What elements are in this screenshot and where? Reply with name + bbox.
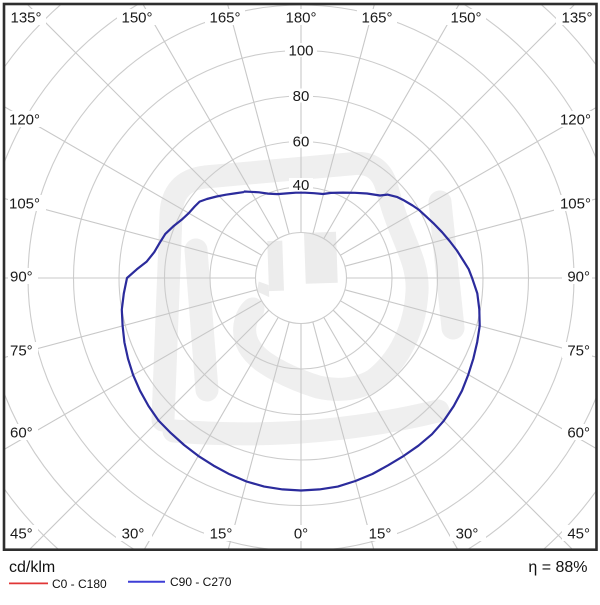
svg-text:135°: 135° xyxy=(561,10,592,27)
svg-text:90°: 90° xyxy=(10,269,33,286)
svg-text:135°: 135° xyxy=(10,10,41,27)
svg-text:30°: 30° xyxy=(122,526,145,543)
svg-text:180°: 180° xyxy=(285,10,316,27)
svg-text:30°: 30° xyxy=(456,526,479,543)
svg-text:60°: 60° xyxy=(10,425,33,442)
svg-text:15°: 15° xyxy=(369,526,392,543)
svg-text:165°: 165° xyxy=(209,10,240,27)
svg-text:0°: 0° xyxy=(294,526,308,543)
svg-text:C0 - C180: C0 - C180 xyxy=(52,577,107,591)
svg-text:120°: 120° xyxy=(9,112,40,129)
svg-text:100: 100 xyxy=(288,43,313,60)
svg-text:cd/klm: cd/klm xyxy=(9,559,55,576)
svg-text:60: 60 xyxy=(293,134,310,151)
svg-text:80: 80 xyxy=(293,88,310,105)
svg-text:45°: 45° xyxy=(567,526,590,543)
svg-text:75°: 75° xyxy=(10,343,33,360)
svg-text:105°: 105° xyxy=(560,196,591,213)
svg-text:40: 40 xyxy=(293,177,310,194)
svg-text:45°: 45° xyxy=(10,526,33,543)
svg-text:150°: 150° xyxy=(450,10,481,27)
svg-text:60°: 60° xyxy=(567,425,590,442)
svg-text:15°: 15° xyxy=(210,526,233,543)
svg-text:C90 - C270: C90 - C270 xyxy=(170,575,232,589)
svg-text:120°: 120° xyxy=(560,112,591,129)
svg-text:150°: 150° xyxy=(121,10,152,27)
svg-text:η = 88%: η = 88% xyxy=(528,559,587,576)
svg-text:105°: 105° xyxy=(9,196,40,213)
svg-text:75°: 75° xyxy=(567,343,590,360)
svg-text:165°: 165° xyxy=(361,10,392,27)
svg-text:90°: 90° xyxy=(567,269,590,286)
